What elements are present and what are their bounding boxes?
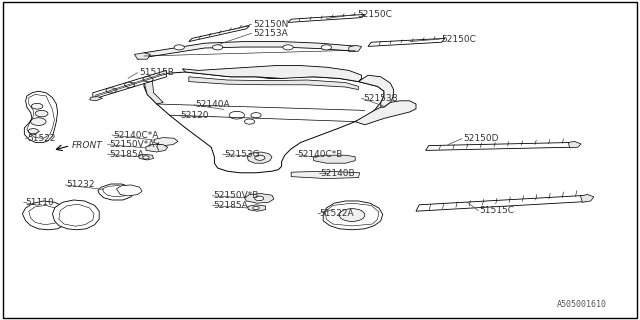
Polygon shape xyxy=(93,70,166,99)
Polygon shape xyxy=(189,77,358,90)
Polygon shape xyxy=(22,201,69,230)
Circle shape xyxy=(255,196,264,201)
Text: 51515C: 51515C xyxy=(479,206,515,215)
Circle shape xyxy=(31,118,46,125)
Circle shape xyxy=(143,156,149,159)
Circle shape xyxy=(106,88,116,93)
Circle shape xyxy=(35,110,48,117)
Circle shape xyxy=(229,111,244,119)
Circle shape xyxy=(251,113,261,118)
Circle shape xyxy=(125,82,135,87)
Polygon shape xyxy=(416,195,589,211)
Polygon shape xyxy=(90,97,102,101)
Text: 52140C*A: 52140C*A xyxy=(113,131,159,140)
Polygon shape xyxy=(291,171,360,179)
Polygon shape xyxy=(426,142,576,150)
Polygon shape xyxy=(244,194,274,203)
Circle shape xyxy=(283,45,293,50)
Text: 51515B: 51515B xyxy=(139,68,173,77)
Text: 51522A: 51522A xyxy=(319,209,354,218)
Text: 52120: 52120 xyxy=(180,111,209,120)
Polygon shape xyxy=(247,152,272,163)
Text: 52185A: 52185A xyxy=(109,150,143,159)
Circle shape xyxy=(174,45,184,50)
Polygon shape xyxy=(134,53,150,59)
Text: 51522: 51522 xyxy=(27,134,56,143)
Polygon shape xyxy=(248,205,266,211)
Polygon shape xyxy=(189,26,250,42)
Polygon shape xyxy=(144,72,384,173)
Text: 52150V*A: 52150V*A xyxy=(109,140,154,149)
Text: 52140A: 52140A xyxy=(195,100,230,109)
Circle shape xyxy=(321,45,332,50)
Polygon shape xyxy=(154,138,178,146)
Text: 52140C*B: 52140C*B xyxy=(297,150,342,159)
Circle shape xyxy=(244,119,255,124)
Text: 52150C: 52150C xyxy=(357,10,392,19)
Polygon shape xyxy=(580,195,594,202)
Text: 52150C: 52150C xyxy=(442,35,476,44)
Polygon shape xyxy=(24,91,58,142)
Circle shape xyxy=(212,45,223,50)
Polygon shape xyxy=(52,200,99,230)
Text: 52153A: 52153A xyxy=(253,29,287,38)
Polygon shape xyxy=(182,66,362,82)
Polygon shape xyxy=(146,145,168,152)
Text: 52150N: 52150N xyxy=(253,20,288,29)
Text: 52153G: 52153G xyxy=(224,150,260,159)
Polygon shape xyxy=(98,184,134,200)
Text: 52150V*B: 52150V*B xyxy=(214,191,259,200)
Text: 52185A: 52185A xyxy=(214,201,248,210)
Circle shape xyxy=(143,77,153,82)
Polygon shape xyxy=(288,14,365,22)
Polygon shape xyxy=(355,101,416,125)
Polygon shape xyxy=(368,38,445,46)
Polygon shape xyxy=(138,154,154,160)
Polygon shape xyxy=(358,75,394,107)
Text: 51232: 51232 xyxy=(67,180,95,189)
Polygon shape xyxy=(323,201,383,230)
Polygon shape xyxy=(349,45,362,52)
Circle shape xyxy=(253,206,259,210)
Text: A505001610: A505001610 xyxy=(557,300,607,309)
Text: FRONT: FRONT xyxy=(72,141,102,150)
Circle shape xyxy=(255,155,265,160)
Polygon shape xyxy=(138,42,358,59)
Polygon shape xyxy=(568,141,581,148)
Circle shape xyxy=(28,129,38,134)
Polygon shape xyxy=(314,155,355,163)
Circle shape xyxy=(31,103,43,109)
Polygon shape xyxy=(144,81,163,104)
Circle shape xyxy=(339,209,365,221)
Text: 52150D: 52150D xyxy=(463,134,499,143)
Text: 51110: 51110 xyxy=(25,198,54,207)
Text: 52153B: 52153B xyxy=(363,94,397,103)
Text: 52140B: 52140B xyxy=(320,169,355,178)
Polygon shape xyxy=(116,185,142,196)
